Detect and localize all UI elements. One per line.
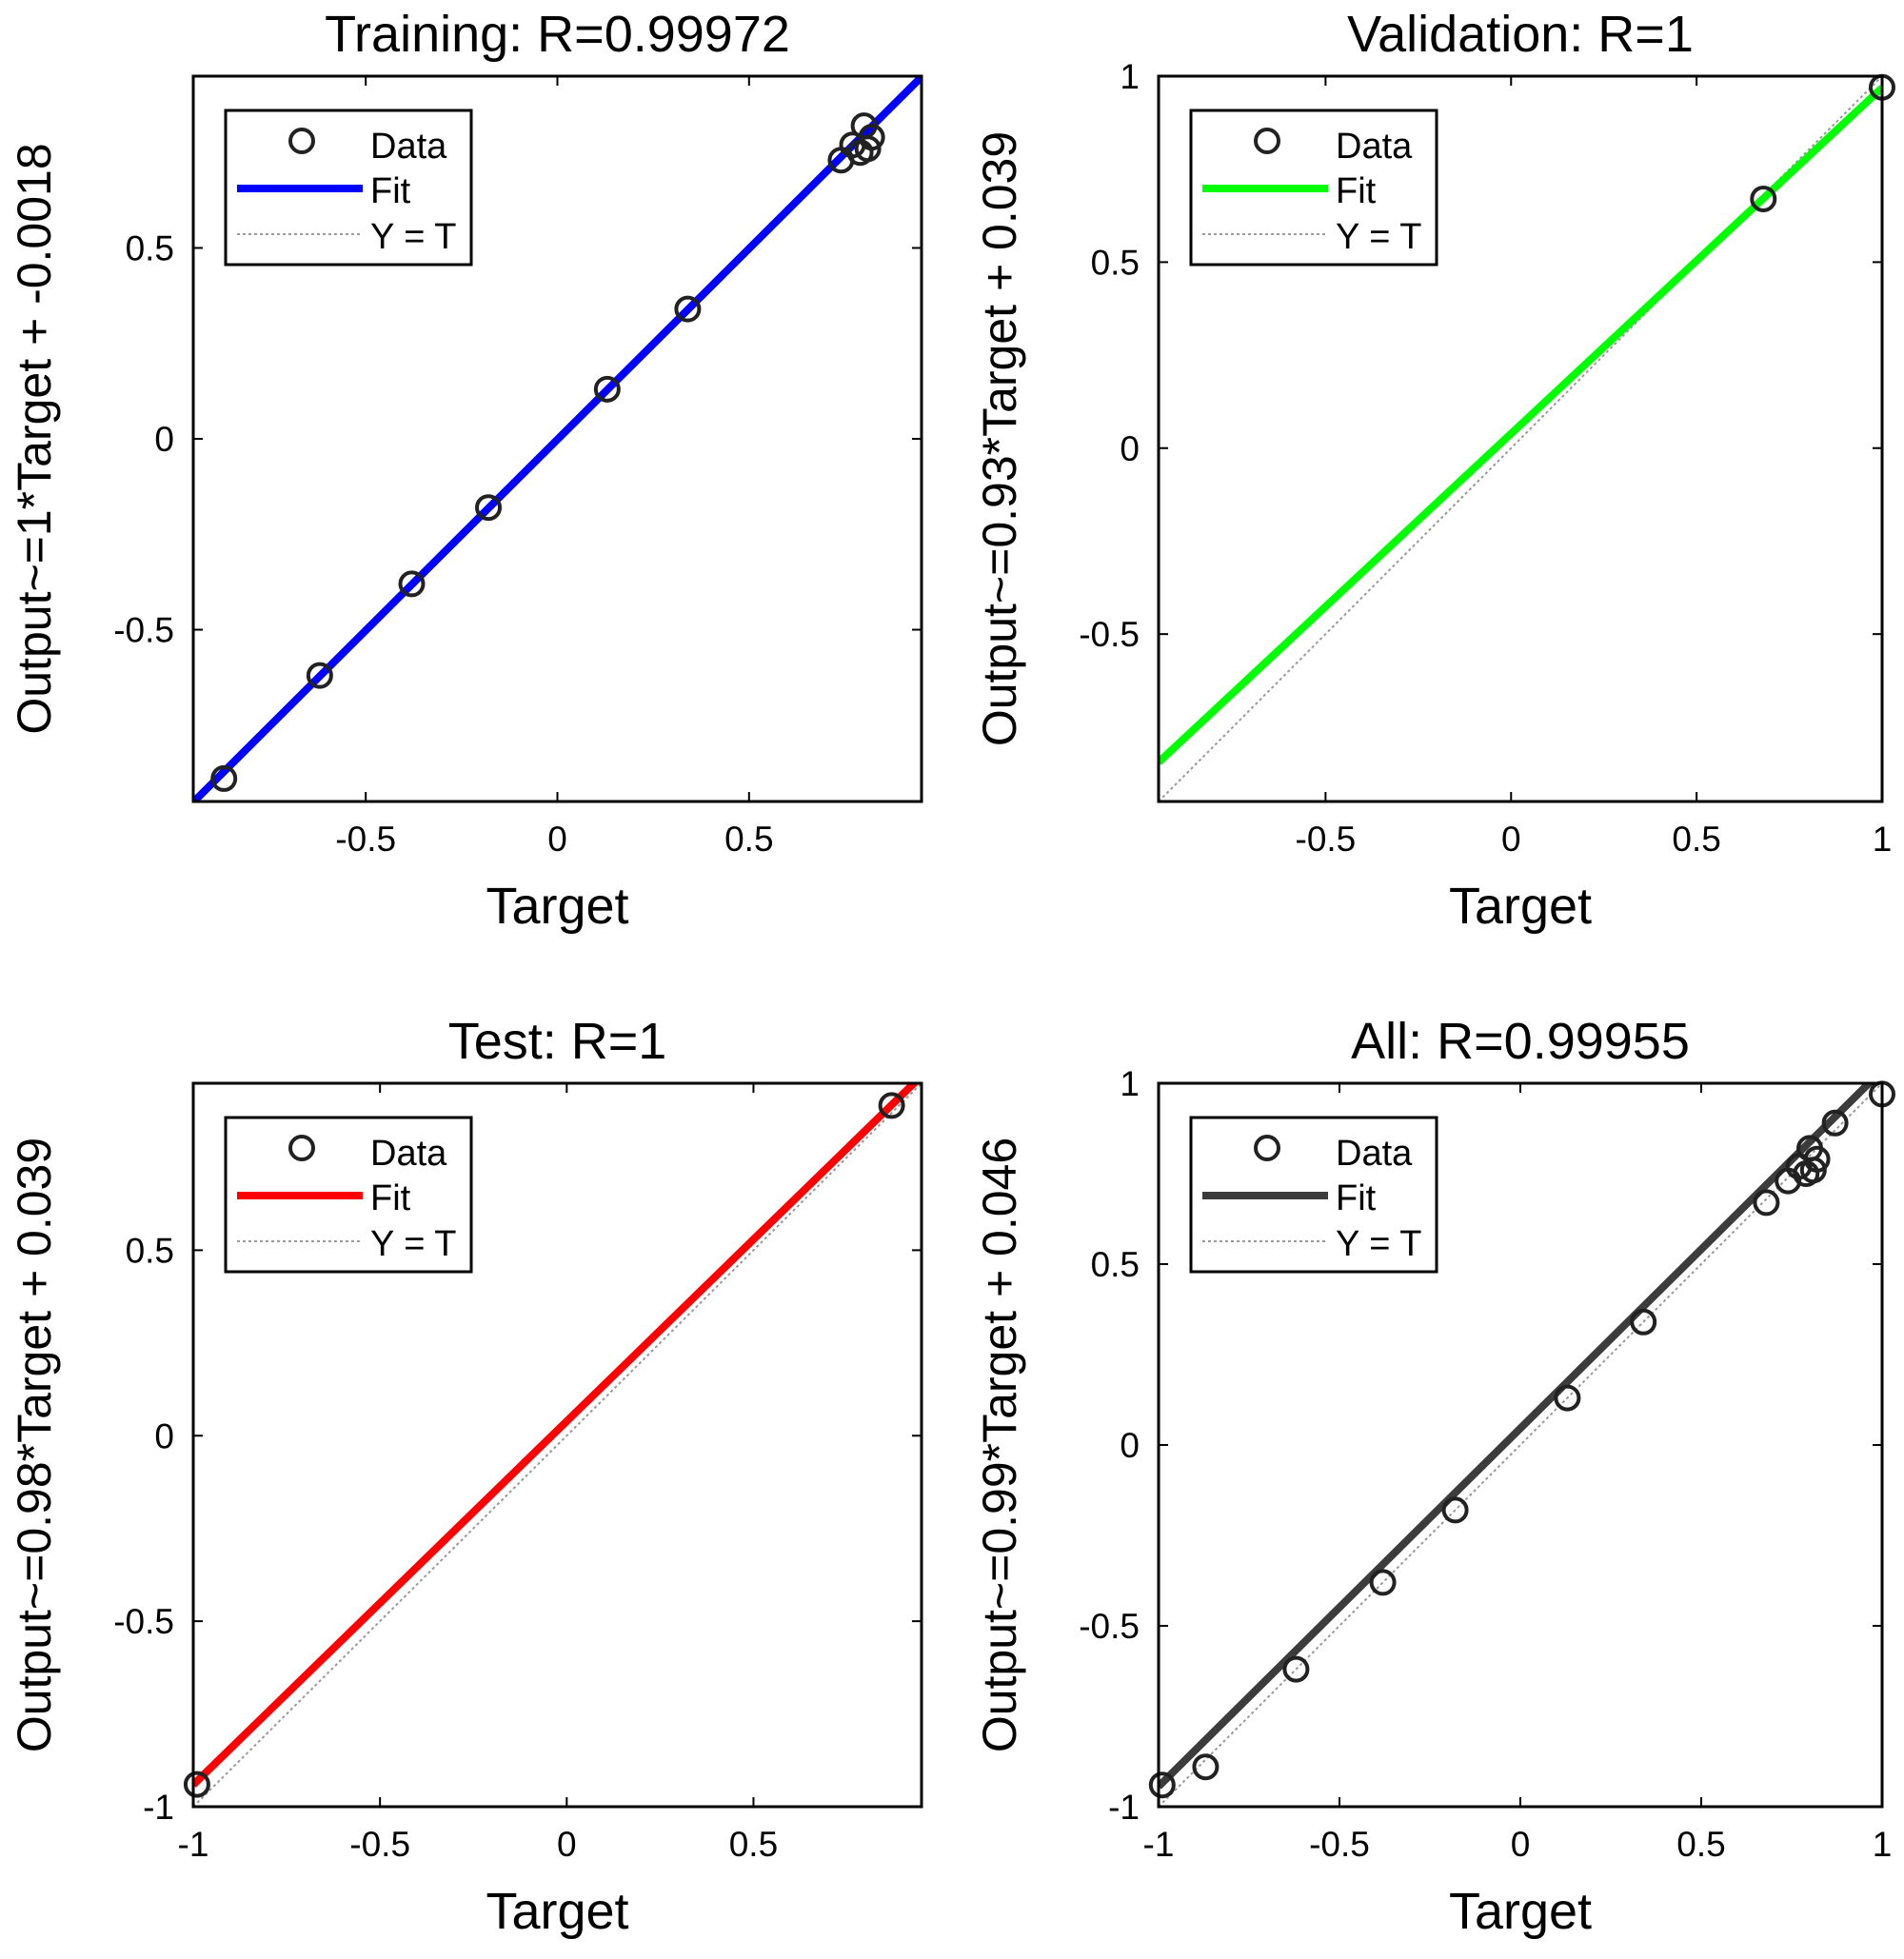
data-point xyxy=(398,570,426,598)
y-tick-label: -1 xyxy=(143,1788,174,1827)
legend-fit-label: Fit xyxy=(1336,171,1377,211)
legend-identity-label: Y = T xyxy=(1336,1224,1422,1264)
data-point xyxy=(210,764,238,792)
axes-box xyxy=(1157,74,1884,803)
chart-title: All: R=0.99955 xyxy=(1351,1013,1690,1070)
y-tick-label: 1 xyxy=(1120,57,1140,96)
legend-identity-label: Y = T xyxy=(370,1224,457,1264)
fit-line xyxy=(1159,1083,1874,1790)
legend-data-marker xyxy=(288,1135,315,1161)
chart-title: Training: R=0.99972 xyxy=(325,6,790,63)
y-axis-label: Output~=0.99*Target + 0.046 xyxy=(973,1138,1026,1752)
x-tick-label: 0.5 xyxy=(1676,1825,1725,1864)
x-tick-label: -1 xyxy=(1143,1825,1175,1864)
legend-identity-label: Y = T xyxy=(1336,217,1422,257)
chart-training: -0.5 0 0.5 -0.5 0 0.5 Training: R=0.99972 Targe… xyxy=(8,6,923,935)
x-tick-label: -0.5 xyxy=(335,820,396,859)
data-point xyxy=(475,494,503,522)
identity-line xyxy=(1159,1083,1882,1807)
legend-fit-label: Fit xyxy=(1336,1178,1377,1218)
legend-data-marker xyxy=(1254,1135,1280,1161)
x-tick-label: 1 xyxy=(1873,820,1893,859)
x-tick-label: 1 xyxy=(1873,1825,1893,1864)
data-point xyxy=(878,1092,905,1119)
x-tick-label: 0.5 xyxy=(729,1825,778,1864)
legend-data-label: Data xyxy=(1336,127,1413,167)
x-axis-label: Target xyxy=(486,1883,628,1940)
x-tick-label: 0.5 xyxy=(724,820,773,859)
x-tick-label: -0.5 xyxy=(1309,1825,1370,1864)
y-axis-label: Output~=1*Target + -0.0018 xyxy=(8,143,61,734)
data-point xyxy=(1630,1308,1657,1336)
data-point xyxy=(1441,1496,1469,1524)
fit-line xyxy=(193,1083,920,1788)
y-tick-label: -1 xyxy=(1108,1788,1140,1827)
legend-data-label: Data xyxy=(370,127,447,167)
axes-box xyxy=(191,1081,923,1809)
legend-data-marker xyxy=(288,128,315,154)
x-tick-label: -0.5 xyxy=(349,1825,410,1864)
x-tick-label: 0.5 xyxy=(1672,820,1720,859)
y-tick-label: 0.5 xyxy=(126,228,174,267)
legend-data-label: Data xyxy=(370,1134,447,1174)
data-point xyxy=(1750,185,1777,212)
fit-line xyxy=(193,76,922,801)
chart-test: -1 -0.5 0 0.5 -1 -0.5 0 0.5 Test: R=1 Target Outpu… xyxy=(8,1013,923,1940)
y-axis-label: Output~=0.93*Target + 0.039 xyxy=(973,131,1026,746)
legend-data-marker xyxy=(1254,128,1280,154)
chart-validation: -0.5 0 0.5 1 -0.5 0 0.5 1 Validation: R=1 Target O… xyxy=(973,6,1895,935)
legend-fit-label: Fit xyxy=(370,1178,411,1218)
data-point xyxy=(593,375,621,403)
y-tick-label: 0 xyxy=(1120,1426,1140,1465)
fit-line xyxy=(1159,85,1882,765)
data-point xyxy=(1796,1135,1823,1162)
data-point xyxy=(1821,1109,1849,1137)
legend-fit-label: Fit xyxy=(370,171,411,211)
y-tick-label: -0.5 xyxy=(1079,615,1140,654)
x-tick-label: 0 xyxy=(547,820,567,859)
y-tick-label: -0.5 xyxy=(113,1602,174,1641)
y-tick-label: 0 xyxy=(154,1416,174,1455)
chart-title: Test: R=1 xyxy=(448,1013,667,1070)
data-point xyxy=(1753,1189,1780,1217)
chart-title: Validation: R=1 xyxy=(1347,6,1694,63)
y-axis-label: Output~=0.98*Target + 0.039 xyxy=(8,1138,61,1752)
x-axis-label: Target xyxy=(486,878,628,935)
legend-identity-label: Y = T xyxy=(370,217,457,257)
data-point xyxy=(1148,1771,1176,1799)
chart-all: -1 -0.5 0 0.5 1 -1 -0.5 0 0.5 1 All: R=0.99955 Targ… xyxy=(973,1013,1895,1940)
y-tick-label: 1 xyxy=(1120,1064,1140,1103)
x-tick-label: 0 xyxy=(557,1825,577,1864)
data-point xyxy=(183,1771,210,1798)
y-tick-label: 0 xyxy=(154,420,174,459)
data-point xyxy=(306,662,333,689)
x-axis-label: Target xyxy=(1449,1883,1592,1940)
data-point xyxy=(850,112,878,140)
y-tick-label: 0.5 xyxy=(126,1231,174,1270)
legend-data-label: Data xyxy=(1336,1134,1413,1174)
data-point xyxy=(1369,1569,1397,1596)
y-tick-label: -0.5 xyxy=(113,611,174,650)
data-point xyxy=(674,295,702,323)
x-axis-label: Target xyxy=(1449,878,1592,935)
x-tick-label: 0 xyxy=(1511,1825,1531,1864)
y-tick-label: -0.5 xyxy=(1079,1607,1140,1646)
data-point xyxy=(1554,1384,1581,1412)
data-point xyxy=(1192,1753,1220,1781)
x-tick-label: -1 xyxy=(178,1825,209,1864)
x-tick-label: -0.5 xyxy=(1296,820,1357,859)
x-tick-label: 0 xyxy=(1501,820,1521,859)
y-tick-label: 0 xyxy=(1120,429,1140,468)
y-tick-label: 0.5 xyxy=(1091,1245,1140,1284)
data-point xyxy=(1282,1655,1310,1683)
y-tick-label: 0.5 xyxy=(1091,243,1140,282)
